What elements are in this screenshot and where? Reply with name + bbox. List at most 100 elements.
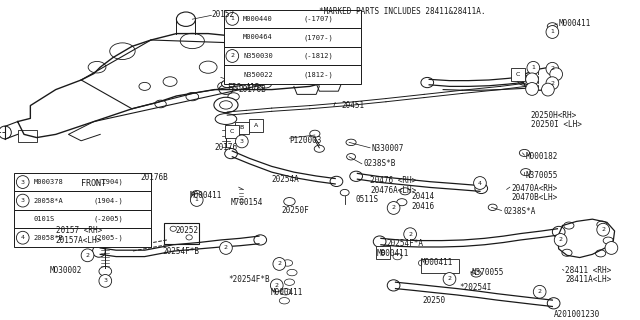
Text: 3: 3: [20, 198, 25, 203]
Ellipse shape: [340, 189, 349, 196]
Ellipse shape: [400, 188, 410, 195]
Ellipse shape: [546, 77, 559, 90]
Text: 2: 2: [538, 289, 541, 294]
Text: 20250: 20250: [423, 296, 446, 305]
Text: 28411A<LH>: 28411A<LH>: [565, 276, 611, 284]
Ellipse shape: [373, 236, 386, 247]
Ellipse shape: [259, 80, 271, 88]
Text: 2: 2: [550, 81, 554, 86]
Text: 3: 3: [240, 139, 244, 144]
Text: 2: 2: [408, 232, 412, 237]
Text: C: C: [516, 72, 520, 77]
Ellipse shape: [347, 154, 355, 160]
Ellipse shape: [346, 139, 356, 146]
Text: 20058*B: 20058*B: [33, 235, 63, 241]
Ellipse shape: [139, 82, 150, 90]
Ellipse shape: [287, 269, 297, 276]
Bar: [421, 259, 459, 273]
Ellipse shape: [234, 40, 253, 53]
Ellipse shape: [527, 61, 540, 74]
Text: 20176B: 20176B: [238, 85, 266, 94]
Text: M000411: M000411: [559, 20, 591, 28]
Text: 2: 2: [550, 66, 554, 71]
Text: 2: 2: [559, 237, 563, 243]
Ellipse shape: [278, 42, 297, 55]
Ellipse shape: [310, 130, 320, 137]
Text: M000440: M000440: [243, 16, 273, 22]
Ellipse shape: [88, 61, 106, 73]
Text: 0511S: 0511S: [355, 196, 379, 204]
Ellipse shape: [443, 273, 456, 285]
Ellipse shape: [330, 176, 343, 187]
Text: 20476 <RH>: 20476 <RH>: [370, 176, 417, 185]
Text: M000464: M000464: [243, 35, 273, 40]
Ellipse shape: [226, 12, 239, 25]
Ellipse shape: [99, 267, 111, 276]
Text: 4: 4: [20, 235, 25, 240]
Text: (1812-): (1812-): [303, 71, 333, 78]
Ellipse shape: [221, 80, 236, 88]
Text: 1: 1: [195, 197, 198, 203]
Ellipse shape: [191, 190, 202, 198]
Text: (-1812): (-1812): [303, 53, 333, 59]
Text: 2: 2: [447, 276, 451, 282]
Ellipse shape: [180, 33, 204, 49]
Ellipse shape: [17, 231, 29, 244]
Ellipse shape: [387, 202, 400, 214]
Text: 20254A: 20254A: [271, 175, 300, 184]
Ellipse shape: [552, 226, 565, 237]
Ellipse shape: [243, 71, 257, 81]
Text: 0101S: 0101S: [33, 216, 55, 222]
Text: 20476A<LH>: 20476A<LH>: [370, 186, 417, 195]
Text: 3: 3: [103, 278, 108, 284]
Ellipse shape: [597, 221, 607, 228]
Text: N350022: N350022: [243, 72, 273, 77]
Ellipse shape: [236, 135, 248, 148]
Ellipse shape: [562, 249, 572, 256]
Text: C: C: [230, 129, 234, 134]
Text: 20414: 20414: [412, 192, 435, 201]
Bar: [511, 68, 525, 81]
Bar: [249, 119, 263, 132]
Ellipse shape: [397, 199, 407, 206]
Text: *MARKED PARTS INCLUDES 28411&28411A.: *MARKED PARTS INCLUDES 28411&28411A.: [319, 7, 486, 16]
Ellipse shape: [419, 260, 428, 266]
Ellipse shape: [155, 100, 166, 108]
Ellipse shape: [474, 177, 486, 189]
Text: 20451: 20451: [342, 101, 365, 110]
Text: 28411 <RH>: 28411 <RH>: [565, 266, 611, 275]
Ellipse shape: [112, 230, 120, 236]
Bar: [18, 130, 36, 142]
Ellipse shape: [93, 245, 106, 257]
Text: 1: 1: [531, 65, 535, 70]
Text: A: A: [253, 123, 258, 128]
Text: 20176: 20176: [214, 143, 237, 152]
Text: N370055: N370055: [472, 268, 504, 277]
Ellipse shape: [220, 101, 232, 109]
Text: 0238S*B: 0238S*B: [364, 159, 396, 168]
Ellipse shape: [220, 242, 232, 254]
Bar: [235, 122, 249, 134]
Ellipse shape: [228, 93, 239, 100]
Text: 2: 2: [392, 205, 396, 211]
Ellipse shape: [282, 260, 292, 266]
Ellipse shape: [215, 114, 237, 124]
Bar: [376, 246, 390, 260]
Ellipse shape: [387, 280, 400, 291]
Ellipse shape: [177, 12, 195, 26]
Ellipse shape: [273, 258, 285, 270]
Ellipse shape: [525, 83, 538, 95]
Text: *20254I: *20254I: [460, 284, 492, 292]
Text: 2: 2: [601, 227, 605, 232]
Text: 20416: 20416: [412, 202, 435, 211]
Ellipse shape: [254, 235, 267, 245]
Ellipse shape: [284, 279, 294, 285]
Ellipse shape: [541, 83, 554, 96]
Ellipse shape: [284, 197, 295, 205]
Ellipse shape: [520, 169, 531, 176]
Ellipse shape: [163, 77, 177, 86]
Ellipse shape: [597, 223, 609, 236]
Text: 20254F*B: 20254F*B: [163, 247, 200, 256]
Ellipse shape: [186, 235, 192, 240]
Text: 3: 3: [20, 180, 25, 185]
